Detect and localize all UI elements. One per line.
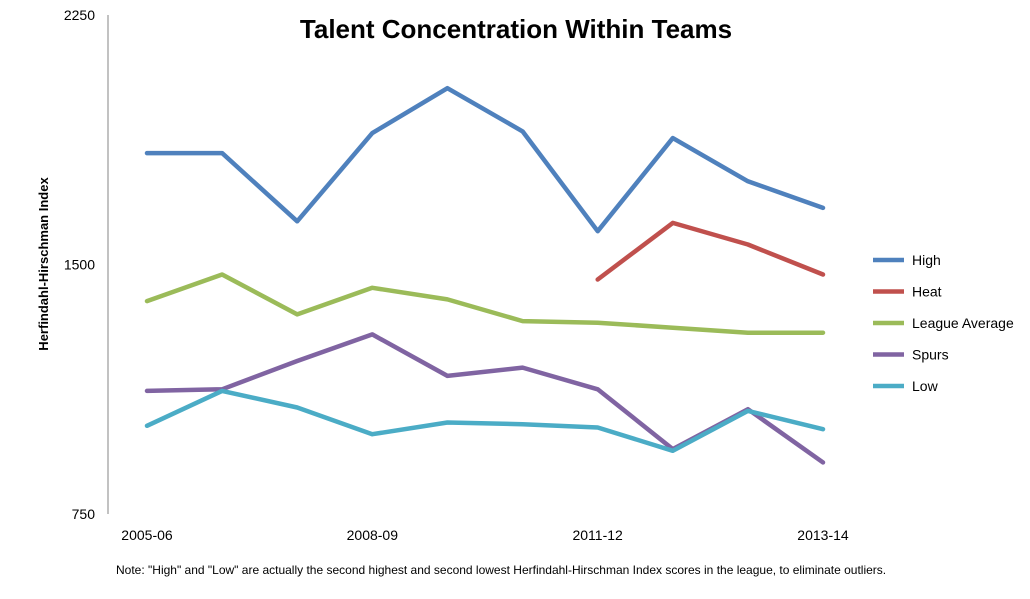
series-line-low bbox=[144, 388, 826, 454]
legend-label-heat: Heat bbox=[912, 284, 942, 300]
y-axis-label: Herfindahl-Hirschman Index bbox=[36, 177, 51, 351]
y-tick-label: 750 bbox=[72, 506, 96, 522]
x-tick-labels: 2005-06 2008-09 2011-12 2013-14 bbox=[121, 527, 849, 543]
legend-label-spurs: Spurs bbox=[912, 347, 949, 363]
x-tick-label: 2005-06 bbox=[121, 527, 173, 543]
x-tick-label: 2008-09 bbox=[347, 527, 399, 543]
chart-note: Note: "High" and "Low" are actually the … bbox=[116, 563, 886, 577]
legend-label-high: High bbox=[912, 252, 941, 268]
series-line-high bbox=[144, 85, 826, 234]
y-tick-label: 2250 bbox=[64, 7, 95, 23]
x-tick-label: 2011-12 bbox=[572, 527, 623, 543]
legend: High Heat League Average Spurs Low bbox=[873, 252, 1014, 394]
legend-label-league-average: League Average bbox=[912, 315, 1014, 331]
legend-label-low: Low bbox=[912, 378, 939, 394]
series-lines bbox=[144, 85, 826, 465]
x-tick-label: 2013-14 bbox=[797, 527, 849, 543]
series-line-league-average bbox=[144, 272, 826, 335]
chart-title: Talent Concentration Within Teams bbox=[300, 14, 732, 44]
y-tick-label: 1500 bbox=[64, 257, 95, 273]
series-line-heat bbox=[595, 220, 826, 282]
y-tick-labels: 2250 1500 750 bbox=[64, 7, 95, 522]
